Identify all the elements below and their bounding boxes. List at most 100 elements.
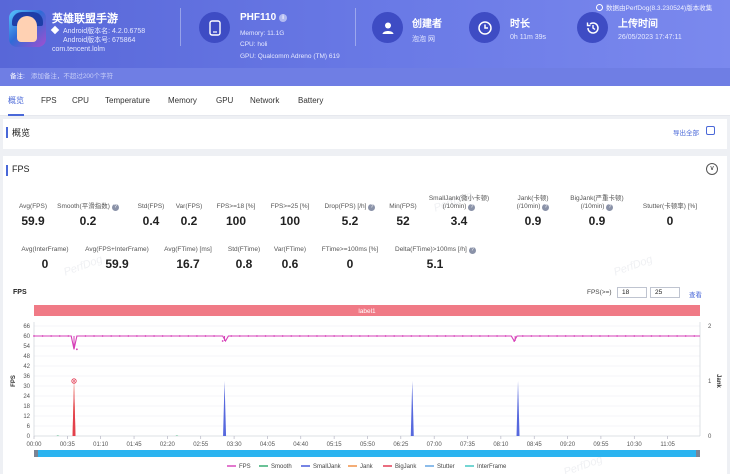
stat-value: 5.2 <box>341 214 359 228</box>
threshold-input-2[interactable]: 25 <box>650 287 680 298</box>
legend-label[interactable]: Stutter <box>437 464 455 470</box>
series-point-fps <box>281 335 284 337</box>
stat-row2-5: FTime>=100ms [%] 0 <box>310 246 390 271</box>
collapse-chevron-icon[interactable]: ∨ <box>706 163 718 175</box>
series-point-fps <box>127 335 130 337</box>
legend-label[interactable]: Jank <box>360 464 374 470</box>
stat-label: Var(FTime) <box>273 246 307 253</box>
series-point-fps <box>513 340 516 342</box>
series-point-fps <box>410 335 413 337</box>
stat-value: 0.2 <box>79 214 97 228</box>
stat-row2-0: Avg(InterFrame) 0 <box>5 246 85 271</box>
series-point-fps <box>667 335 670 337</box>
series-point-fps <box>58 335 61 337</box>
stat-row2-6: Delta(FTime)>100ms [/h]? 5.1 <box>395 246 476 271</box>
zoom-slider-handle-right[interactable] <box>696 450 700 457</box>
stat-value: 0 <box>346 257 354 271</box>
series-point-fps <box>93 335 95 337</box>
series-point-fps <box>641 335 644 337</box>
legend-label[interactable]: Smooth <box>271 464 292 470</box>
stat-row1-9: Jank(卡顿) (/10min)? 0.9 <box>493 195 573 228</box>
threshold-input-1[interactable]: 18 <box>617 287 647 298</box>
overview-title: 概览 <box>3 126 30 139</box>
remark-bar[interactable]: 备注: 添加备注，不超过200个字符 <box>0 68 730 86</box>
legend-label[interactable]: BigJank <box>395 464 417 470</box>
stat-row1-2: Std(FPS) 0.4 <box>111 203 191 228</box>
legend-label[interactable]: FPS <box>239 464 251 470</box>
help-icon[interactable]: ? <box>368 204 376 211</box>
series-point-fps <box>547 335 550 337</box>
app-name: 英雄联盟手游 <box>52 13 118 25</box>
help-icon[interactable]: ? <box>468 247 476 254</box>
y-right-tick: 0 <box>708 434 712 440</box>
view-link[interactable]: 查看 <box>689 292 702 299</box>
y-right-tick: 2 <box>708 324 712 330</box>
stat-value: 0 <box>666 214 674 228</box>
legend-label[interactable]: SmallJank <box>313 464 342 470</box>
series-point-fps <box>616 335 619 337</box>
series-point-fps <box>453 335 456 337</box>
stat-label: FPS>=25 [%] <box>270 203 310 210</box>
series-point-fps <box>196 335 198 337</box>
series-point-fps <box>290 335 293 337</box>
fps-section-title: FPS <box>3 164 30 176</box>
series-point-fps <box>436 335 438 337</box>
zoom-slider-track[interactable] <box>37 450 697 457</box>
label-band-text: label1 <box>358 308 376 315</box>
series-point-fps <box>67 335 70 337</box>
tab-cpu[interactable]: CPU <box>72 96 89 105</box>
tab-battery[interactable]: Battery <box>298 96 324 105</box>
y-right-label: Jank <box>715 374 721 388</box>
stat-label: Avg(FPS) <box>18 203 48 210</box>
stat-label-unit: (/10min)? <box>516 203 550 211</box>
help-icon[interactable]: ? <box>542 204 550 211</box>
series-point-fps <box>607 335 610 337</box>
help-icon[interactable]: ? <box>468 204 476 211</box>
stat-value: 0.8 <box>235 257 253 271</box>
export-all-link[interactable]: 导出全部 <box>673 130 699 137</box>
series-point-fps <box>33 335 35 337</box>
tab-memory[interactable]: Memory <box>168 96 197 105</box>
stat-label: Smooth(平滑指数)? <box>57 203 119 211</box>
series-point-fps <box>556 335 558 337</box>
series-point-fps <box>418 335 421 337</box>
tab-temperature[interactable]: Temperature <box>105 96 150 105</box>
upload-time-label: 上传时间 <box>618 19 658 30</box>
label-band <box>34 305 700 316</box>
help-icon[interactable]: ? <box>111 204 119 211</box>
series-point-fps <box>101 335 104 337</box>
device-gpu: GPU: Qualcomm Adreno (TM) 619 <box>240 53 340 60</box>
series-point-fps <box>75 348 78 351</box>
tab-network[interactable]: Network <box>250 96 280 105</box>
stat-row1-10: BigJank(严重卡顿) (/10min)? 0.9 <box>557 195 637 228</box>
series-point-fps <box>487 335 490 337</box>
help-icon[interactable]: ? <box>606 204 614 211</box>
info-icon[interactable]: i <box>279 14 288 22</box>
series-spike-smooth <box>175 435 179 436</box>
app-icon <box>9 10 46 47</box>
remark-input[interactable]: 添加备注，不超过200个字符 <box>30 73 114 80</box>
legend-label[interactable]: InterFrame <box>477 464 507 470</box>
x-tick-label: 11:05 <box>660 442 675 448</box>
x-tick-label: 07:00 <box>427 442 443 448</box>
stat-value: 52 <box>396 214 410 228</box>
stat-row1-1: Smooth(平滑指数)? 0.2 <box>48 203 128 228</box>
export-icon[interactable] <box>706 126 715 135</box>
y-left-tick: 24 <box>23 394 30 400</box>
series-spike-smalljank <box>516 381 520 436</box>
y-left-tick: 48 <box>23 354 30 360</box>
stat-label: BigJank(严重卡顿) <box>570 195 624 202</box>
user-icon <box>372 12 403 43</box>
series-point-fps <box>393 335 396 337</box>
stat-value: 59.9 <box>21 214 45 228</box>
zoom-slider-handle-left[interactable] <box>34 450 38 457</box>
stat-row1-0: Avg(FPS) 59.9 <box>0 203 73 228</box>
tab-gpu[interactable]: GPU <box>216 96 234 105</box>
tab-fps[interactable]: FPS <box>41 96 57 105</box>
stat-row2-4: Var(FTime) 0.6 <box>250 246 330 271</box>
tab-overview[interactable]: 概览 <box>8 86 24 116</box>
stat-row1-4: FPS>=18 [%] 100 <box>196 203 276 228</box>
fps-card: FPS ∨ PerfDog PerfDog PerfDog PerfDog Av… <box>3 156 727 474</box>
series-point-fps <box>470 335 473 337</box>
